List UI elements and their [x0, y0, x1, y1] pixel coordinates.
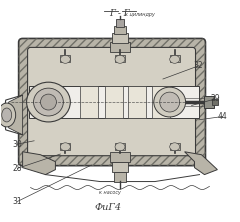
- Bar: [60, 143, 70, 150]
- FancyBboxPatch shape: [28, 48, 196, 156]
- Text: 30: 30: [12, 140, 22, 149]
- Text: к цилиндру: к цилиндру: [125, 12, 155, 17]
- Ellipse shape: [115, 55, 125, 63]
- Text: 28: 28: [13, 164, 22, 173]
- Bar: [110, 42, 130, 52]
- Bar: [60, 55, 70, 62]
- Text: ФиГ4: ФиГ4: [95, 203, 122, 212]
- Bar: [170, 55, 180, 62]
- Polygon shape: [185, 152, 217, 174]
- Bar: [116, 19, 124, 27]
- Ellipse shape: [0, 103, 16, 127]
- Ellipse shape: [41, 94, 56, 110]
- Bar: [114, 172, 126, 182]
- Bar: [115, 143, 125, 150]
- Bar: [110, 152, 130, 162]
- Text: Г - Г: Г - Г: [110, 9, 130, 18]
- Bar: [112, 34, 128, 44]
- Bar: [212, 99, 218, 105]
- Polygon shape: [23, 152, 55, 174]
- Ellipse shape: [170, 55, 180, 63]
- Text: 31: 31: [13, 197, 22, 206]
- Ellipse shape: [2, 108, 12, 122]
- Ellipse shape: [27, 82, 70, 122]
- Bar: [114, 26, 126, 34]
- FancyBboxPatch shape: [19, 38, 205, 166]
- Bar: [112, 162, 128, 172]
- Bar: [80, 86, 98, 118]
- Text: 44: 44: [218, 112, 228, 121]
- Ellipse shape: [34, 88, 63, 116]
- Ellipse shape: [60, 143, 70, 151]
- Bar: [204, 96, 214, 108]
- Bar: [29, 86, 199, 118]
- Text: 29: 29: [210, 94, 220, 103]
- Bar: [152, 86, 170, 118]
- Ellipse shape: [60, 55, 70, 63]
- Ellipse shape: [170, 143, 180, 151]
- Ellipse shape: [160, 92, 180, 112]
- Polygon shape: [7, 95, 23, 135]
- Text: к насосу: к насосу: [99, 190, 121, 194]
- Bar: [115, 55, 125, 62]
- Bar: [105, 86, 123, 118]
- Bar: [128, 86, 146, 118]
- Ellipse shape: [154, 87, 186, 117]
- Ellipse shape: [115, 143, 125, 151]
- Bar: [170, 143, 180, 150]
- Text: 32: 32: [194, 61, 204, 70]
